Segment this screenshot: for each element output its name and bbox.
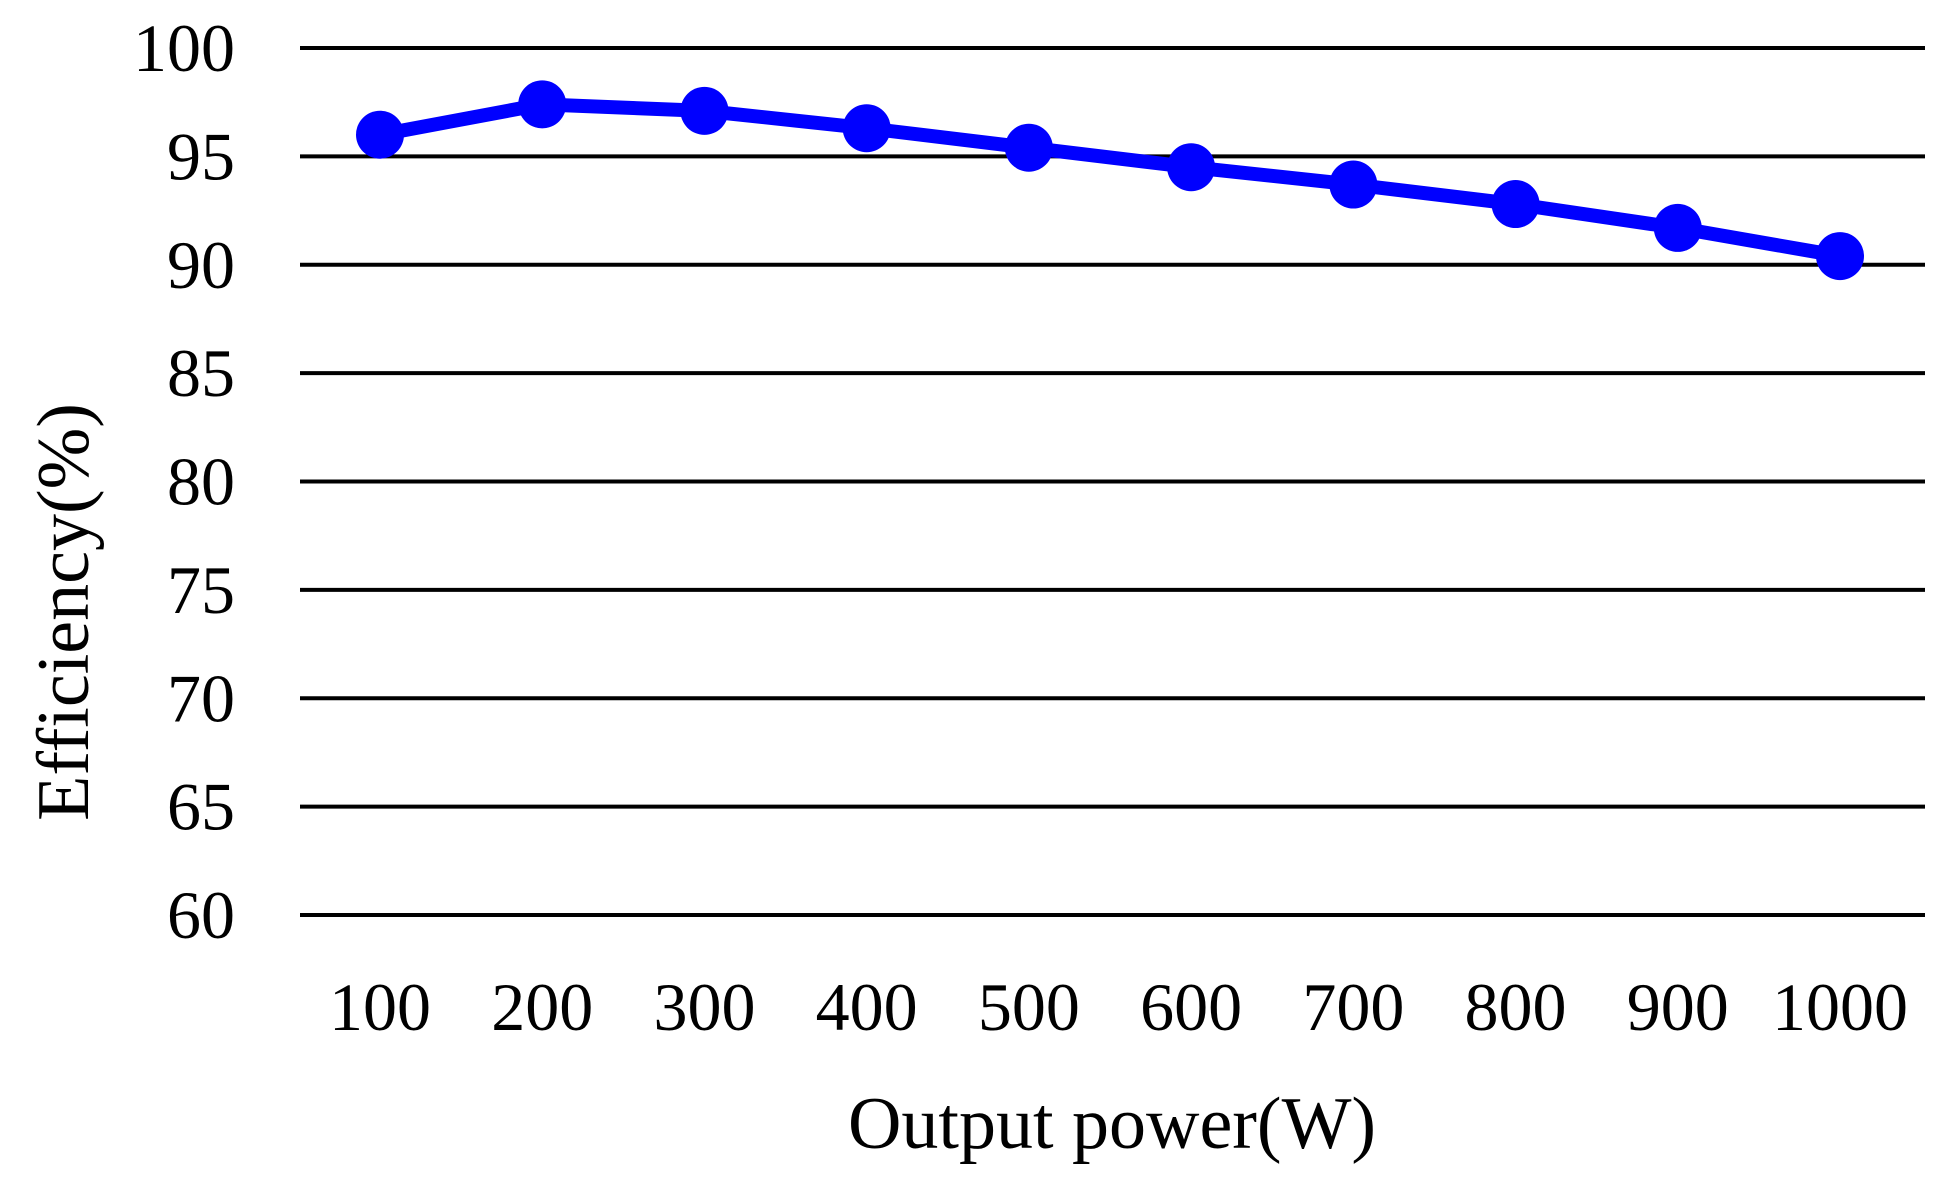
y-axis-title: Efficiency(%) — [23, 403, 105, 821]
x-tick-label-600: 600 — [1140, 969, 1242, 1045]
y-tick-label-90: 90 — [167, 227, 235, 303]
y-tick-label-85: 85 — [167, 335, 235, 411]
y-tick-label-70: 70 — [167, 660, 235, 736]
series-layer — [356, 80, 1864, 281]
x-tick-label-800: 800 — [1465, 969, 1567, 1045]
y-tick-label-65: 65 — [167, 769, 235, 845]
x-tick-label-700: 700 — [1302, 969, 1404, 1045]
x-tick-label-1000: 1000 — [1772, 969, 1908, 1045]
series-line-0 — [373, 97, 1847, 264]
x-tick-label-900: 900 — [1627, 969, 1729, 1045]
x-tick-label-500: 500 — [978, 969, 1080, 1045]
y-tick-labels: 60 65 70 75 80 85 90 95 100 — [133, 10, 235, 953]
data-point-700 — [1329, 160, 1378, 209]
y-tick-label-75: 75 — [167, 552, 235, 628]
data-point-800 — [1491, 180, 1540, 229]
data-point-500 — [1004, 123, 1053, 172]
data-point-200 — [518, 80, 567, 129]
x-tick-label-100: 100 — [329, 969, 431, 1045]
data-point-100 — [356, 110, 404, 159]
data-point-300 — [680, 86, 729, 135]
x-tick-label-200: 200 — [491, 969, 593, 1045]
x-tick-label-300: 300 — [653, 969, 755, 1045]
data-point-600 — [1167, 143, 1216, 192]
y-tick-label-60: 60 — [167, 877, 235, 953]
data-point-900 — [1653, 203, 1702, 252]
x-axis-title: Output power(W) — [848, 1083, 1376, 1165]
x-tick-label-400: 400 — [816, 969, 918, 1045]
y-tick-label-80: 80 — [167, 444, 235, 520]
data-point-1000 — [1816, 232, 1864, 281]
x-tick-labels: 100 200 300 400 500 600 700 800 900 1000 — [329, 969, 1908, 1045]
data-point-400 — [842, 104, 891, 153]
y-tick-label-95: 95 — [167, 118, 235, 194]
y-tick-label-100: 100 — [133, 10, 235, 86]
gridlines — [300, 46, 1925, 917]
